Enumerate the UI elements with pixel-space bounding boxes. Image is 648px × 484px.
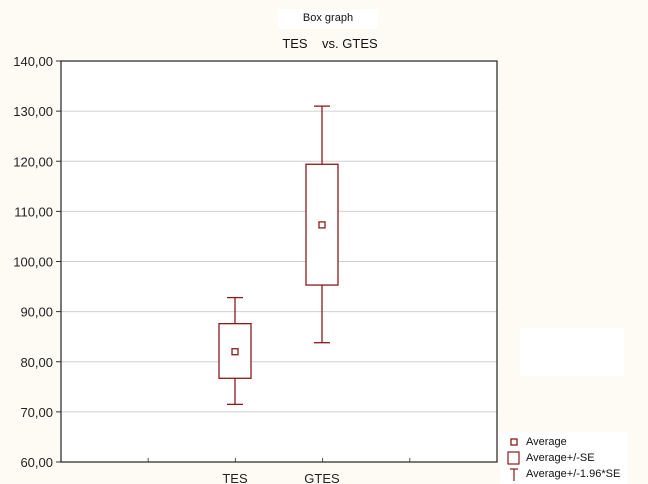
legend-label-se: Average+/-SE — [526, 452, 595, 464]
whisker-icon — [510, 468, 518, 481]
y-tick-label: 60,00 — [20, 455, 53, 470]
y-tick-label: 80,00 — [20, 355, 53, 370]
y-tick-label: 90,00 — [20, 305, 53, 320]
average-marker-tes — [231, 348, 239, 356]
chart-subtitle: TES vs. GTES — [282, 36, 378, 51]
se-box-gtes — [305, 163, 339, 286]
title-background — [278, 9, 378, 29]
y-tick-label: 70,00 — [20, 405, 53, 420]
y-tick-label: 110,00 — [14, 204, 53, 219]
legend-label-average: Average — [526, 436, 567, 448]
se-box-icon — [507, 451, 520, 465]
se-box-tes — [218, 323, 252, 379]
plot-frame — [60, 60, 498, 463]
y-tick-label: 100,00 — [13, 255, 53, 270]
chart-title: Box graph — [302, 12, 354, 24]
y-tick-label: 140,00 — [13, 54, 53, 69]
x-tick-label: GTES — [304, 471, 340, 484]
blank-panel — [520, 328, 624, 376]
legend-label-ci: Average+/-1.96*SE — [526, 468, 621, 480]
average-marker-icon — [510, 438, 518, 446]
y-tick-label: 120,00 — [13, 154, 53, 169]
y-tick-label: 130,00 — [13, 104, 53, 119]
average-marker-gtes — [318, 221, 326, 229]
x-tick-label: TES — [222, 471, 248, 484]
legend: Average Average+/-SE Average+/-1.96*SE — [500, 432, 628, 484]
